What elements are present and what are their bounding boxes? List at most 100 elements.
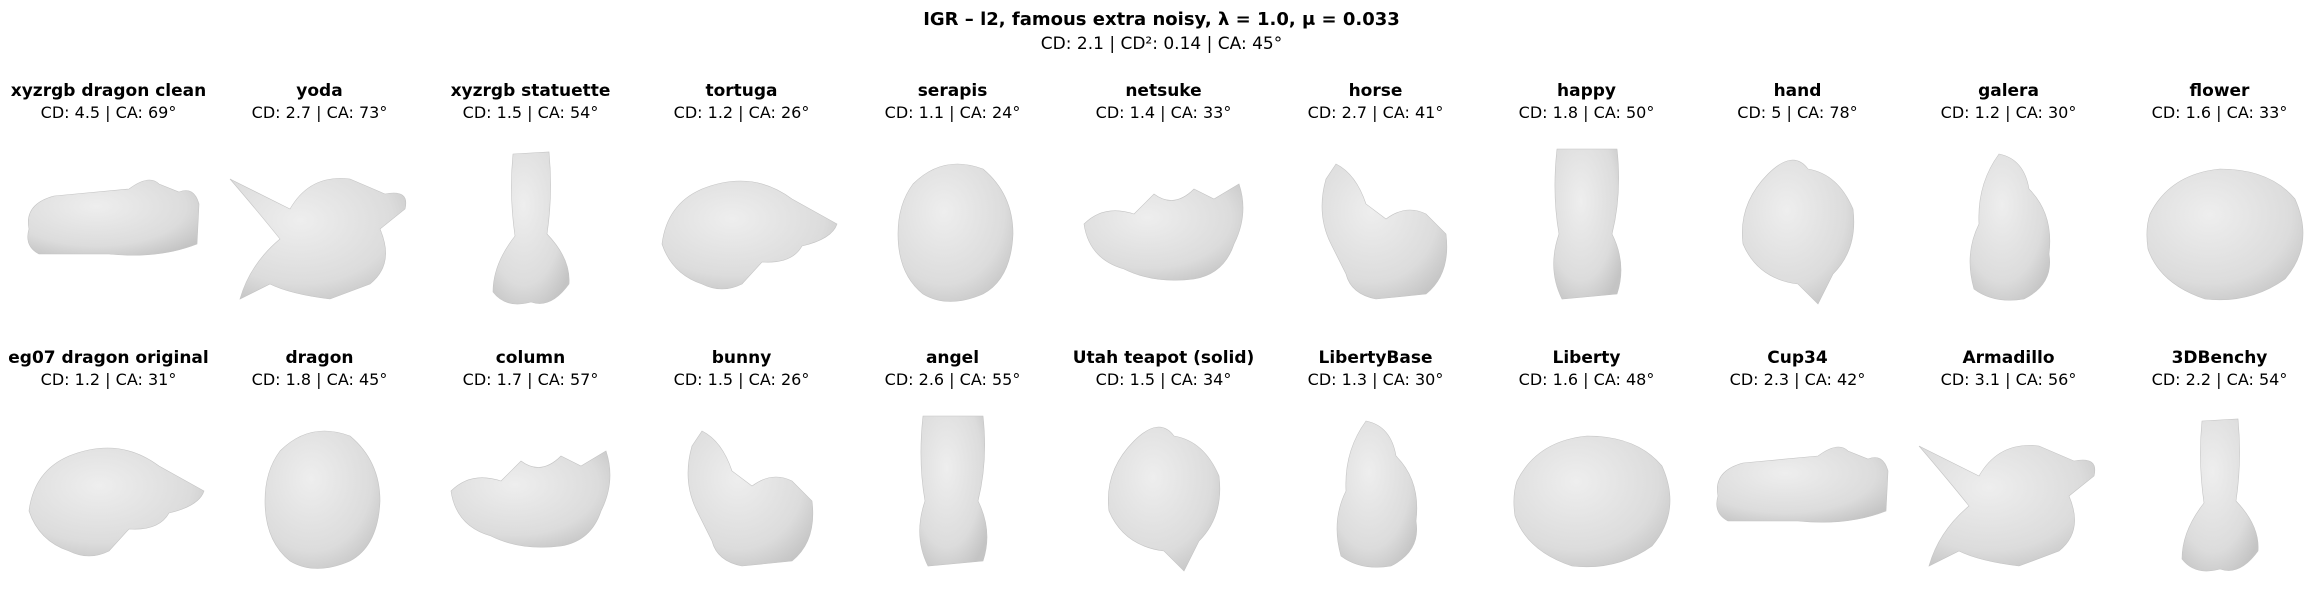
dragon-mesh-icon (264, 430, 380, 569)
mesh-stats: CD: 1.7 | CA: 57° (462, 370, 599, 389)
mesh-silhouette (897, 163, 1013, 302)
mesh-name: serapis (917, 81, 988, 101)
mesh-stats: CD: 2.7 | CA: 73° (251, 103, 388, 122)
mesh-silhouette (1083, 183, 1243, 281)
mesh-panel: bunny CD: 1.5 | CA: 26° (636, 347, 847, 581)
mesh-name: bunny (711, 348, 772, 368)
angel-mesh-icon (918, 415, 987, 567)
mesh-silhouette (450, 450, 610, 548)
mesh-panel: Utah teapot (solid) CD: 1.5 | CA: 34° (1058, 347, 1269, 581)
mesh-silhouette (264, 430, 380, 569)
mesh-name: netsuke (1125, 81, 1202, 101)
mesh-silhouette (2146, 168, 2303, 301)
mesh-name: dragon (285, 348, 354, 368)
mesh-panel: dragon CD: 1.8 | CA: 45° (214, 347, 425, 581)
mesh-panel: galera CD: 1.2 | CA: 30° (1903, 80, 2114, 314)
liberty-base-mesh-icon (1336, 420, 1417, 568)
mesh-name: eg07 dragon original (8, 348, 209, 368)
flower-mesh-icon (2146, 168, 2303, 301)
hand-mesh-icon (1741, 159, 1854, 305)
mesh-panel: Cup34 CD: 2.3 | CA: 42° (1692, 347, 1903, 581)
mesh-panel: horse CD: 2.7 | CA: 41° (1270, 80, 1481, 314)
mesh-name: Cup34 (1767, 348, 1828, 368)
mesh-name: angel (925, 348, 980, 368)
mesh-silhouette (1741, 159, 1854, 305)
dragon-original-mesh-icon (28, 447, 204, 557)
mesh-silhouette (229, 178, 406, 300)
tortuga-mesh-icon (661, 180, 837, 290)
mesh-panel: Armadillo CD: 3.1 | CA: 56° (1903, 347, 2114, 581)
mesh-name: hand (1773, 81, 1822, 101)
mesh-stats: CD: 5 | CA: 78° (1737, 103, 1858, 122)
mesh-stats: CD: 1.5 | CA: 54° (462, 103, 599, 122)
mesh-silhouette (661, 180, 837, 290)
mesh-stats: CD: 1.6 | CA: 33° (2151, 103, 2288, 122)
mesh-stats: CD: 1.3 | CA: 30° (1307, 370, 1444, 389)
mesh-panel: angel CD: 2.6 | CA: 55° (847, 347, 1058, 581)
mesh-panel: happy CD: 1.8 | CA: 50° (1481, 80, 1692, 314)
bunny-mesh-icon (687, 430, 813, 567)
mesh-name: horse (1348, 81, 1403, 101)
mesh-silhouette (492, 151, 569, 305)
mesh-stats: CD: 1.4 | CA: 33° (1095, 103, 1232, 122)
statuette-mesh-icon (492, 151, 569, 305)
mesh-panel: eg07 dragon original CD: 1.2 | CA: 31° (3, 347, 214, 581)
armadillo-mesh-icon (1918, 445, 2095, 567)
mesh-stats: CD: 2.3 | CA: 42° (1729, 370, 1866, 389)
mesh-panel: column CD: 1.7 | CA: 57° (425, 347, 636, 581)
mesh-stats: CD: 1.1 | CA: 24° (884, 103, 1021, 122)
mesh-panel: LibertyBase CD: 1.3 | CA: 30° (1270, 347, 1481, 581)
figure-title: IGR – l2, famous extra noisy, λ = 1.0, μ… (923, 9, 1400, 30)
mesh-panel: tortuga CD: 1.2 | CA: 26° (636, 80, 847, 314)
mesh-panel: xyzrgb dragon clean CD: 4.5 | CA: 69° (3, 80, 214, 314)
mesh-stats: CD: 2.6 | CA: 55° (884, 370, 1021, 389)
mesh-stats: CD: 1.2 | CA: 30° (1940, 103, 2077, 122)
mesh-name: LibertyBase (1318, 348, 1433, 368)
mesh-name: column (495, 348, 566, 368)
liberty-statue-mesh-icon (1513, 435, 1670, 568)
mesh-stats: CD: 4.5 | CA: 69° (40, 103, 177, 122)
mesh-silhouette (28, 447, 204, 557)
mesh-stats: CD: 2.2 | CA: 54° (2151, 370, 2288, 389)
mesh-name: yoda (296, 81, 343, 101)
mesh-name: xyzrgb statuette (450, 81, 611, 101)
column-mesh-icon (450, 450, 610, 548)
serapis-bust-mesh-icon (897, 163, 1013, 302)
mesh-silhouette (1321, 163, 1447, 300)
horse-mesh-icon (1321, 163, 1447, 300)
mesh-stats: CD: 2.7 | CA: 41° (1307, 103, 1444, 122)
mesh-stats: CD: 1.8 | CA: 45° (251, 370, 388, 389)
mesh-stats: CD: 1.2 | CA: 31° (40, 370, 177, 389)
mesh-silhouette (687, 430, 813, 567)
netsuke-mesh-icon (1083, 183, 1243, 281)
mesh-stats: CD: 1.5 | CA: 26° (673, 370, 810, 389)
yoda-mesh-icon (229, 178, 406, 300)
mesh-panel: Liberty CD: 1.6 | CA: 48° (1481, 347, 1692, 581)
mesh-silhouette (2181, 418, 2258, 572)
mesh-name: Utah teapot (solid) (1072, 348, 1255, 368)
dragon-head-mesh-icon (26, 179, 199, 256)
mesh-name: happy (1557, 81, 1616, 101)
happy-buddha-mesh-icon (1552, 148, 1621, 300)
mesh-silhouette (1336, 420, 1417, 568)
mesh-panel: yoda CD: 2.7 | CA: 73° (214, 80, 425, 314)
benchy-mesh-icon (2181, 418, 2258, 572)
galera-mesh-icon (1969, 153, 2050, 301)
mesh-silhouette (1918, 445, 2095, 567)
mesh-silhouette (1107, 426, 1220, 572)
mesh-panel: 3DBenchy CD: 2.2 | CA: 54° (2114, 347, 2323, 581)
mesh-panel: hand CD: 5 | CA: 78° (1692, 80, 1903, 314)
mesh-silhouette (26, 179, 199, 256)
cup-mesh-icon (1715, 446, 1888, 523)
mesh-silhouette (1552, 148, 1621, 300)
mesh-name: xyzrgb dragon clean (10, 81, 207, 101)
mesh-name: galera (1978, 81, 2039, 101)
mesh-silhouette (1513, 435, 1670, 568)
figure-stats: CD: 2.1 | CD²: 0.14 | CA: 45° (1040, 34, 1283, 54)
mesh-stats: CD: 1.6 | CA: 48° (1518, 370, 1655, 389)
figure-header: IGR – l2, famous extra noisy, λ = 1.0, μ… (0, 8, 2323, 56)
mesh-stats: CD: 1.5 | CA: 34° (1095, 370, 1232, 389)
mesh-panel: flower CD: 1.6 | CA: 33° (2114, 80, 2323, 314)
mesh-name: Armadillo (1962, 348, 2055, 368)
